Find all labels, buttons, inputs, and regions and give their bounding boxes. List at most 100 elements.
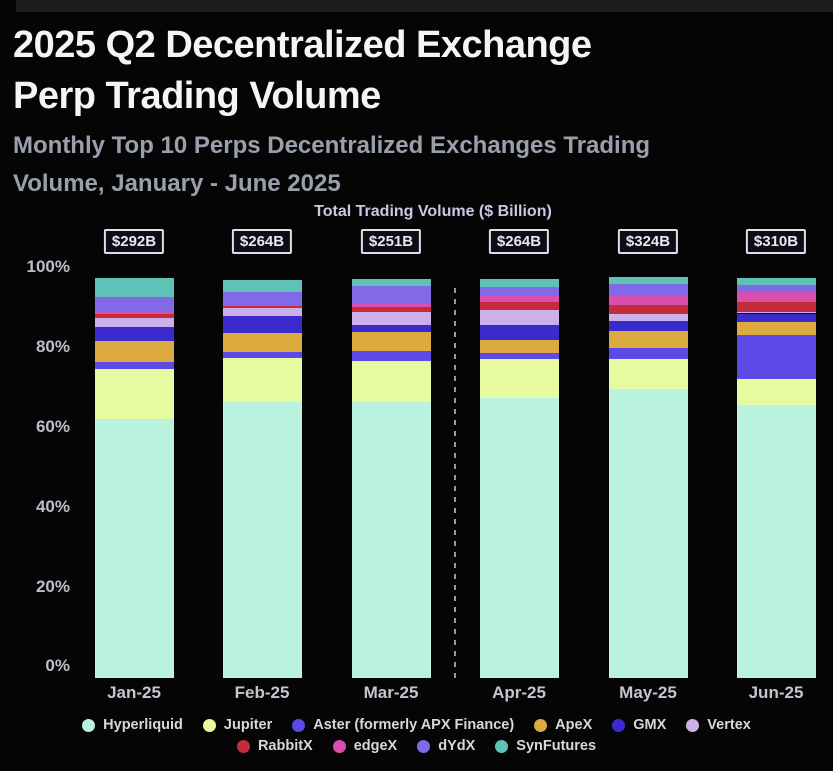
bar-segment-mar-25-hyperliquid bbox=[351, 401, 431, 678]
page-title-line2: Perp Trading Volume bbox=[13, 75, 381, 117]
legend-label: ApeX bbox=[555, 717, 593, 733]
y-axis-tick-label: 80% bbox=[35, 337, 70, 356]
total-value-box-may-25: $324B bbox=[617, 229, 679, 254]
legend-row: RabbitX edgeX dYdX SynFutures bbox=[236, 738, 596, 754]
bar-segment-jun-25-vertex bbox=[736, 311, 816, 314]
page-title: 2025 Q2 Decentralized Exchange Perp Trad… bbox=[13, 20, 592, 122]
bar-segment-jan-25-rabbitx bbox=[94, 313, 174, 318]
legend-item-synfutures: SynFutures bbox=[495, 738, 596, 754]
bar-segment-apr-25-gmx bbox=[479, 324, 559, 340]
legend-label: Aster (formerly APX Finance) bbox=[313, 717, 515, 733]
bar-segment-jan-25-dydx bbox=[94, 297, 174, 313]
x-axis-label-feb-25: Feb-25 bbox=[234, 683, 290, 702]
bar-segment-jun-25-gmx bbox=[736, 313, 816, 323]
bar-segment-may-25-jupiter bbox=[608, 358, 688, 390]
bar-segment-apr-25-dydx bbox=[479, 287, 559, 296]
bar-segment-jan-25-hyperliquid bbox=[94, 419, 174, 678]
legend-row: Hyperliquid Jupiter Aster (formerly APX Fi… bbox=[82, 717, 751, 733]
bar-segment-jan-25-synfutures bbox=[94, 278, 174, 298]
total-value-box-mar-25: $251B bbox=[360, 229, 422, 254]
bar-segment-jun-25-edgex bbox=[736, 292, 816, 303]
bar-segment-mar-25-jupiter bbox=[351, 360, 431, 402]
bar-segment-apr-25-vertex bbox=[479, 309, 559, 325]
page-title-line1: 2025 Q2 Decentralized Exchange bbox=[13, 24, 592, 66]
bar-segment-apr-25-synfutures bbox=[479, 279, 559, 288]
bar-segment-feb-25-dydx bbox=[222, 291, 302, 305]
bar-segment-may-25-synfutures bbox=[608, 277, 688, 285]
page-subtitle-line1: Monthly Top 10 Perps Decentralized Excha… bbox=[13, 132, 651, 159]
total-value-box-jun-25: $310B bbox=[745, 229, 807, 254]
legend-color-dot-icon bbox=[612, 718, 626, 732]
legend-label: edgeX bbox=[353, 738, 398, 754]
total-value-box-feb-25: $264B bbox=[231, 229, 293, 254]
bar-segment-jan-25-edgex bbox=[94, 312, 174, 314]
legend-color-dot-icon bbox=[534, 718, 548, 732]
legend-color-dot-icon bbox=[332, 739, 346, 753]
bar-segment-jun-25-apex bbox=[736, 322, 816, 335]
x-axis-label-jan-25: Jan-25 bbox=[107, 683, 161, 702]
y-axis-tick-label: 60% bbox=[35, 417, 70, 436]
legend-item-aster-formerly-apx-finance: Aster (formerly APX Finance) bbox=[292, 717, 514, 733]
bar-segment-may-25-dydx bbox=[608, 284, 688, 295]
y-axis-tick-label: 40% bbox=[35, 497, 70, 516]
legend-color-dot-icon bbox=[236, 739, 250, 753]
bar-segment-feb-25-rabbitx bbox=[222, 306, 302, 309]
x-axis-label-may-25: May-25 bbox=[619, 683, 677, 702]
bar-segment-mar-25-rabbitx bbox=[351, 306, 431, 312]
x-axis-label-apr-25: Apr-25 bbox=[492, 683, 546, 702]
chart-legend: Hyperliquid Jupiter Aster (formerly APX Fi… bbox=[0, 717, 833, 754]
bar-segment-may-25-rabbitx bbox=[608, 304, 688, 314]
bar-segment-apr-25-apex bbox=[479, 339, 559, 354]
legend-color-dot-icon bbox=[82, 718, 96, 732]
legend-label: RabbitX bbox=[257, 738, 313, 754]
legend-label: dYdX bbox=[438, 738, 476, 754]
legend-color-dot-icon bbox=[202, 718, 216, 732]
bar-segment-feb-25-synfutures bbox=[222, 279, 302, 292]
bar-segment-jun-25-hyperliquid bbox=[736, 404, 816, 678]
bar-segment-mar-25-aster-formerly-apx-finance bbox=[351, 350, 431, 361]
y-axis-tick-label: 100% bbox=[26, 257, 70, 276]
bar-segment-jan-25-apex bbox=[94, 340, 174, 362]
bar-segment-jan-25-vertex bbox=[94, 318, 174, 328]
legend-item-dydx: dYdX bbox=[417, 738, 475, 754]
legend-item-gmx: GMX bbox=[612, 717, 666, 733]
bar-segment-apr-25-hyperliquid bbox=[479, 397, 559, 678]
bar-segment-may-25-hyperliquid bbox=[608, 389, 688, 678]
legend-label: GMX bbox=[633, 717, 667, 733]
bar-segment-feb-25-edgex bbox=[222, 304, 302, 307]
bar-segment-apr-25-aster-formerly-apx-finance bbox=[479, 353, 559, 359]
legend-item-apex: ApeX bbox=[534, 717, 592, 733]
x-axis-label-jun-25: Jun-25 bbox=[748, 683, 804, 702]
bar-segment-feb-25-jupiter bbox=[222, 358, 302, 402]
legend-label: Vertex bbox=[707, 717, 751, 733]
page-subtitle: Monthly Top 10 Perps Decentralized Excha… bbox=[13, 127, 650, 203]
bar-segment-mar-25-vertex bbox=[351, 311, 431, 325]
chart-title: Total Trading Volume ($ Billion) bbox=[314, 203, 552, 220]
bar-segment-may-25-apex bbox=[608, 331, 688, 348]
x-axis-label-mar-25: Mar-25 bbox=[363, 683, 419, 702]
bar-segment-feb-25-hyperliquid bbox=[222, 401, 302, 678]
bar-segment-jun-25-dydx bbox=[736, 285, 816, 293]
legend-item-jupiter: Jupiter bbox=[202, 717, 273, 733]
q1-q2-divider-line bbox=[454, 288, 456, 678]
y-axis-tick-label: 20% bbox=[35, 577, 70, 596]
bar-segment-mar-25-dydx bbox=[351, 286, 431, 305]
legend-item-edgex: edgeX bbox=[332, 738, 398, 754]
total-value-box-apr-25: $264B bbox=[488, 229, 550, 254]
bar-segment-jan-25-aster-formerly-apx-finance bbox=[94, 361, 174, 369]
bar-segment-jan-25-gmx bbox=[94, 327, 174, 341]
legend-color-dot-icon bbox=[495, 739, 509, 753]
total-value-box-jan-25: $292B bbox=[103, 229, 165, 254]
bar-segment-jan-25-jupiter bbox=[94, 368, 174, 420]
legend-item-rabbitx: RabbitX bbox=[236, 738, 313, 754]
bar-segment-may-25-edgex bbox=[608, 294, 688, 305]
legend-label: SynFutures bbox=[516, 738, 597, 754]
top-strip bbox=[16, 0, 833, 12]
legend-item-vertex: Vertex bbox=[686, 717, 751, 733]
legend-label: Hyperliquid bbox=[103, 717, 183, 733]
legend-label: Jupiter bbox=[223, 717, 273, 733]
legend-color-dot-icon bbox=[417, 739, 431, 753]
bar-segment-may-25-aster-formerly-apx-finance bbox=[608, 347, 688, 359]
